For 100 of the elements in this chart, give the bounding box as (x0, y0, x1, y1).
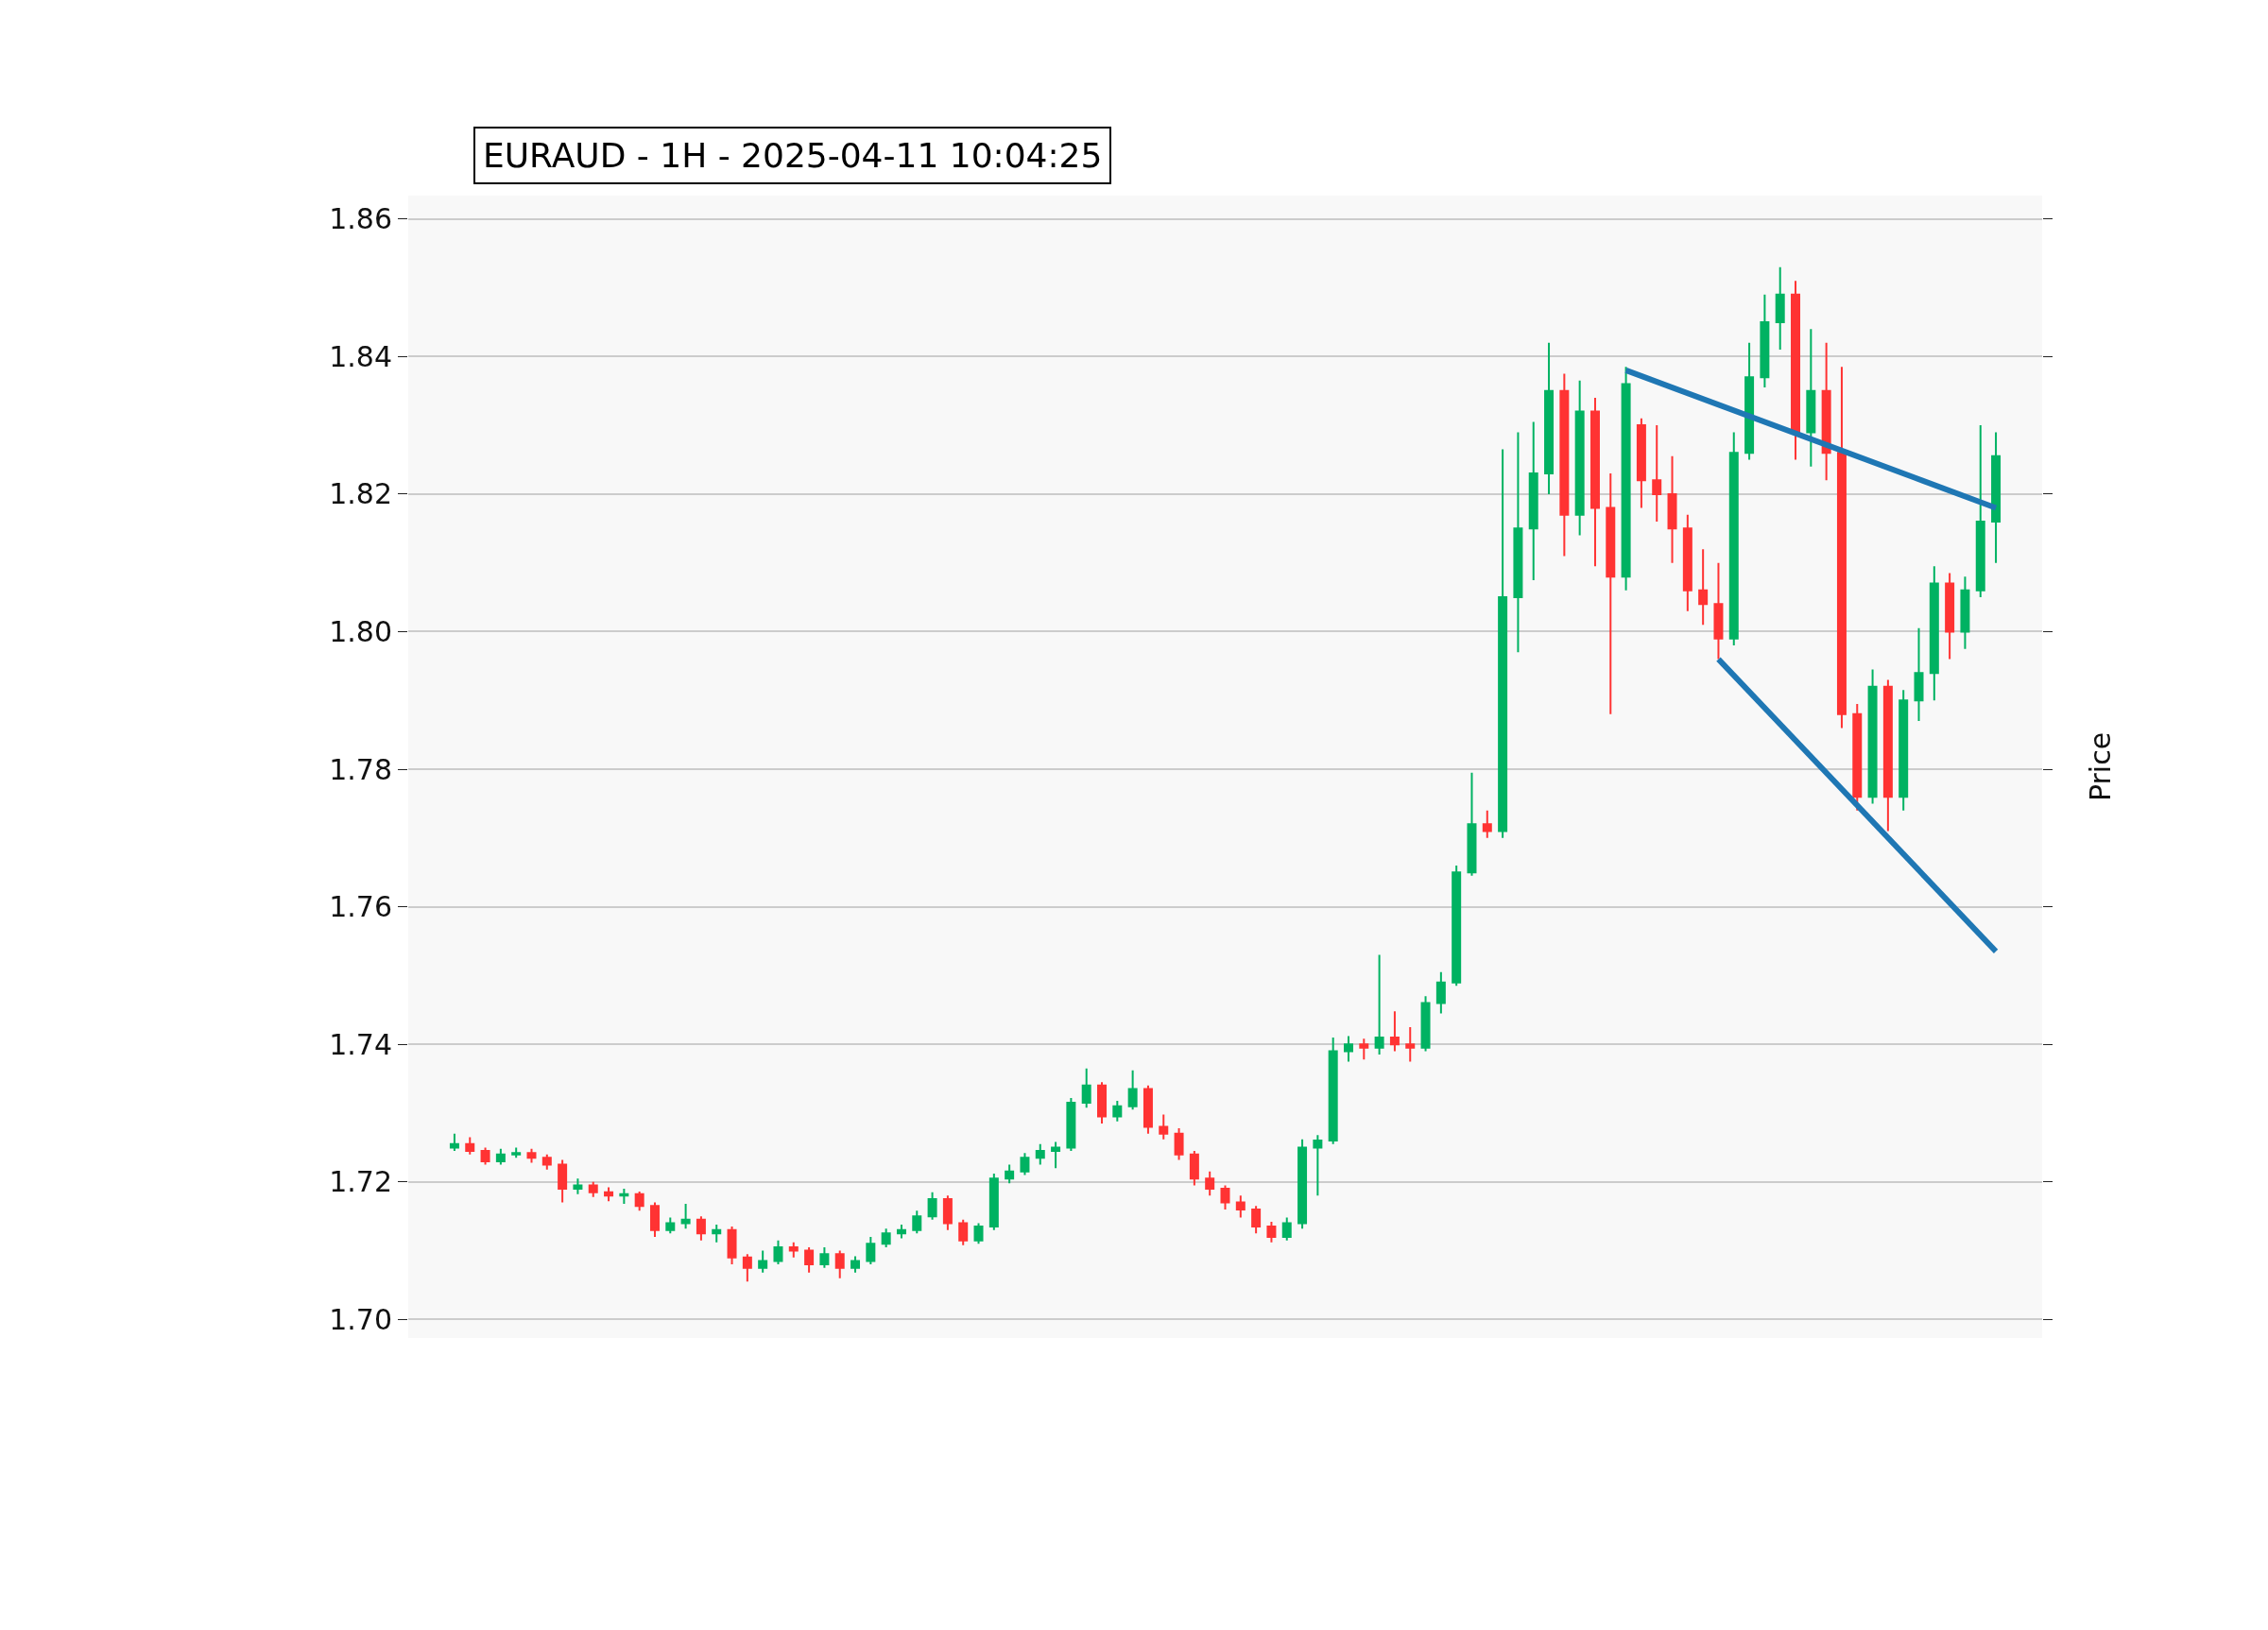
candlestick (1251, 1205, 1262, 1235)
candlestick (1112, 1099, 1123, 1123)
candlestick (1513, 431, 1523, 654)
y-tick-label: 1.80 (329, 614, 392, 648)
candlestick (1020, 1152, 1030, 1176)
candlestick (495, 1147, 506, 1166)
candlestick (1081, 1067, 1091, 1109)
candlestick (1066, 1096, 1076, 1153)
candlestick (1143, 1084, 1153, 1135)
candlestick (1528, 420, 1538, 581)
candlestick (1159, 1113, 1169, 1141)
candlestick (1867, 668, 1878, 805)
y-tick-label: 1.86 (329, 202, 392, 236)
candlestick (712, 1223, 722, 1244)
y-tick-label: 1.82 (329, 477, 392, 511)
candlestick (1544, 341, 1555, 495)
candlestick (1097, 1081, 1108, 1124)
candlestick (1744, 341, 1755, 461)
candlestick (834, 1249, 845, 1279)
candlestick (634, 1190, 644, 1212)
candlestick (1005, 1163, 1015, 1185)
candlestick (896, 1223, 906, 1240)
candlestick (1882, 678, 1893, 832)
candlestick (758, 1249, 768, 1274)
candlestick (1821, 341, 1831, 482)
candlestick (1559, 372, 1570, 558)
candlestick (480, 1146, 490, 1166)
candlestick (696, 1215, 706, 1242)
candlestick (465, 1136, 475, 1156)
y-tick-label: 1.76 (329, 890, 392, 924)
candlestick (680, 1203, 691, 1230)
candlestick (1852, 702, 1863, 812)
candlestick (927, 1191, 937, 1221)
candlestick (665, 1216, 676, 1235)
candlestick (819, 1245, 830, 1269)
candlestick (1760, 293, 1770, 389)
candlestick (1220, 1184, 1230, 1210)
candlestick (1389, 1010, 1400, 1053)
candlestick (1343, 1035, 1353, 1063)
candlestick (1975, 424, 1985, 599)
candlestick (1498, 448, 1508, 839)
candlestick (1791, 280, 1801, 461)
candlestick (773, 1239, 783, 1266)
candlestick (1328, 1036, 1338, 1145)
candlestick (1713, 561, 1724, 661)
candlestick (1374, 953, 1384, 1056)
candlestick (558, 1158, 568, 1204)
candlestick (1051, 1141, 1061, 1170)
candlestick (1682, 513, 1692, 612)
candlestick (1945, 572, 1955, 661)
y-tick-label: 1.84 (329, 339, 392, 373)
candlestick (958, 1218, 969, 1246)
y-tick-label: 1.78 (329, 752, 392, 786)
candlestick (850, 1255, 861, 1274)
y-axis-title: Price (2083, 731, 2117, 802)
candlestick (588, 1180, 598, 1198)
candlestick (1189, 1150, 1199, 1187)
candlestick (511, 1146, 522, 1159)
candlestick (1313, 1134, 1323, 1197)
candlestick (1297, 1138, 1308, 1230)
candlestick (1452, 864, 1462, 987)
candlestick (1359, 1038, 1369, 1061)
candlestick (742, 1253, 752, 1283)
y-tick-label: 1.74 (329, 1027, 392, 1061)
chart-title: EURAUD - 1H - 2025-04-11 10:04:25 (483, 136, 1103, 175)
candlestick (1235, 1194, 1246, 1219)
candlestick (1589, 397, 1600, 568)
candlestick (1775, 266, 1785, 352)
candlestick (973, 1222, 984, 1245)
candlestick (1806, 328, 1816, 468)
candlestick (649, 1201, 660, 1238)
candlestick (1420, 995, 1431, 1053)
candlestick (1836, 366, 1847, 729)
candlestick (541, 1153, 552, 1171)
candlestick (1698, 548, 1709, 626)
candlestick (1467, 771, 1477, 877)
y-tick-label: 1.70 (329, 1302, 392, 1336)
candlestick (1281, 1216, 1292, 1242)
candlestick (1636, 417, 1646, 509)
candlestick (881, 1227, 891, 1248)
candlestick (604, 1186, 614, 1203)
candlestick (1652, 424, 1662, 523)
candlestick (1035, 1142, 1045, 1166)
candlestick (1127, 1069, 1138, 1111)
candlestick (942, 1194, 953, 1231)
candlestick (1482, 809, 1492, 839)
candlestick (727, 1226, 737, 1266)
candlestick (866, 1236, 876, 1266)
candlestick (1174, 1127, 1184, 1161)
candlestick (1667, 455, 1677, 564)
candlestick (1435, 970, 1446, 1015)
candlestick (1606, 472, 1616, 715)
candlestick (619, 1188, 629, 1206)
candlestick (1621, 366, 1631, 592)
y-tick-label: 1.72 (329, 1165, 392, 1199)
candlestick (1991, 431, 2002, 564)
candlestick (1574, 379, 1585, 537)
candlestick (1899, 689, 1909, 812)
candlestick (1914, 626, 1924, 723)
candlestick (1266, 1220, 1277, 1244)
